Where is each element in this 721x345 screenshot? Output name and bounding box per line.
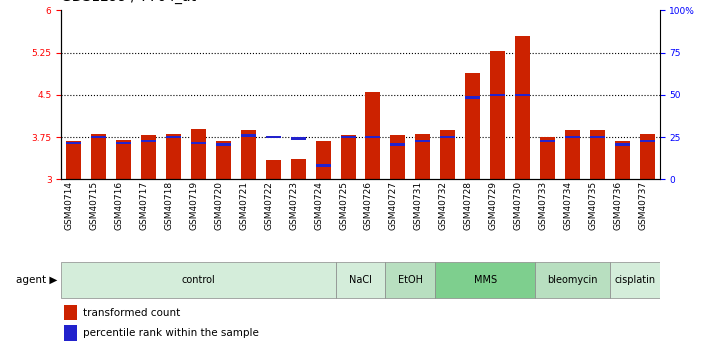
Bar	[590, 130, 605, 179]
Text: GSM40733: GSM40733	[539, 181, 547, 230]
Bar	[340, 136, 355, 179]
Bar	[141, 140, 156, 142]
Bar	[316, 141, 330, 179]
FancyBboxPatch shape	[335, 263, 386, 298]
Bar	[166, 134, 181, 179]
Bar	[191, 129, 206, 179]
Text: EtOH: EtOH	[398, 275, 423, 285]
Bar	[241, 134, 256, 137]
Text: GSM40724: GSM40724	[314, 181, 323, 230]
Bar	[366, 136, 381, 138]
Bar	[391, 143, 405, 146]
Text: GSM40714: GSM40714	[65, 181, 74, 230]
Bar	[515, 36, 530, 179]
Text: GSM40730: GSM40730	[513, 181, 523, 230]
Bar	[116, 141, 131, 144]
Bar	[565, 130, 580, 179]
Text: GSM40726: GSM40726	[364, 181, 373, 230]
Text: GSM40722: GSM40722	[264, 181, 273, 230]
Bar	[91, 134, 106, 179]
Bar	[266, 136, 280, 138]
Bar	[415, 140, 430, 142]
Text: GSM40728: GSM40728	[464, 181, 473, 230]
Text: control: control	[182, 275, 216, 285]
Bar	[291, 159, 306, 179]
Bar	[441, 136, 455, 138]
Text: GSM40731: GSM40731	[414, 181, 423, 230]
Bar	[640, 140, 655, 142]
Bar	[590, 136, 605, 138]
Bar	[266, 160, 280, 179]
Bar	[490, 51, 505, 179]
FancyBboxPatch shape	[435, 263, 535, 298]
Bar	[241, 130, 256, 179]
Bar	[116, 140, 131, 179]
Bar	[615, 143, 630, 146]
Text: GSM40717: GSM40717	[140, 181, 149, 230]
Text: GSM40719: GSM40719	[190, 181, 198, 230]
Bar	[366, 92, 381, 179]
Bar	[465, 96, 480, 99]
Text: GSM40720: GSM40720	[214, 181, 224, 230]
Text: GSM40736: GSM40736	[614, 181, 622, 230]
Text: GSM40727: GSM40727	[389, 181, 398, 230]
Bar	[66, 141, 81, 144]
Text: transformed count: transformed count	[84, 308, 181, 318]
Text: GSM40729: GSM40729	[489, 181, 497, 230]
Bar	[490, 93, 505, 96]
Bar	[191, 141, 206, 144]
Text: GSM40725: GSM40725	[339, 181, 348, 230]
Bar	[540, 137, 555, 179]
FancyBboxPatch shape	[386, 263, 435, 298]
Text: cisplatin: cisplatin	[614, 275, 655, 285]
Bar	[141, 136, 156, 179]
Text: GSM40735: GSM40735	[588, 181, 598, 230]
Text: NaCl: NaCl	[349, 275, 372, 285]
Bar	[640, 134, 655, 179]
Bar	[540, 140, 555, 142]
Text: bleomycin: bleomycin	[547, 275, 598, 285]
Bar	[91, 136, 106, 138]
Bar	[64, 305, 77, 320]
Bar	[441, 130, 455, 179]
Text: GSM40723: GSM40723	[289, 181, 298, 230]
Text: GSM40737: GSM40737	[638, 181, 647, 230]
Bar	[391, 136, 405, 179]
Bar	[340, 136, 355, 138]
Bar	[66, 141, 81, 179]
Bar	[166, 136, 181, 138]
Bar	[465, 73, 480, 179]
Text: agent ▶: agent ▶	[17, 275, 58, 285]
Bar	[415, 134, 430, 179]
Text: GSM40721: GSM40721	[239, 181, 248, 230]
Text: GSM40732: GSM40732	[439, 181, 448, 230]
Text: GSM40715: GSM40715	[89, 181, 99, 230]
Bar	[64, 325, 77, 341]
Bar	[216, 143, 231, 146]
Text: GSM40716: GSM40716	[115, 181, 123, 230]
Bar	[291, 137, 306, 139]
Bar	[615, 141, 630, 179]
Text: GSM40718: GSM40718	[164, 181, 174, 230]
Text: MMS: MMS	[474, 275, 497, 285]
Text: GDS1299 / 7704_at: GDS1299 / 7704_at	[61, 0, 196, 3]
Bar	[316, 164, 330, 167]
FancyBboxPatch shape	[610, 263, 660, 298]
FancyBboxPatch shape	[61, 263, 335, 298]
Bar	[216, 141, 231, 179]
Text: GSM40734: GSM40734	[563, 181, 572, 230]
FancyBboxPatch shape	[535, 263, 610, 298]
Bar	[515, 93, 530, 96]
Bar	[565, 136, 580, 138]
Text: percentile rank within the sample: percentile rank within the sample	[84, 328, 260, 338]
